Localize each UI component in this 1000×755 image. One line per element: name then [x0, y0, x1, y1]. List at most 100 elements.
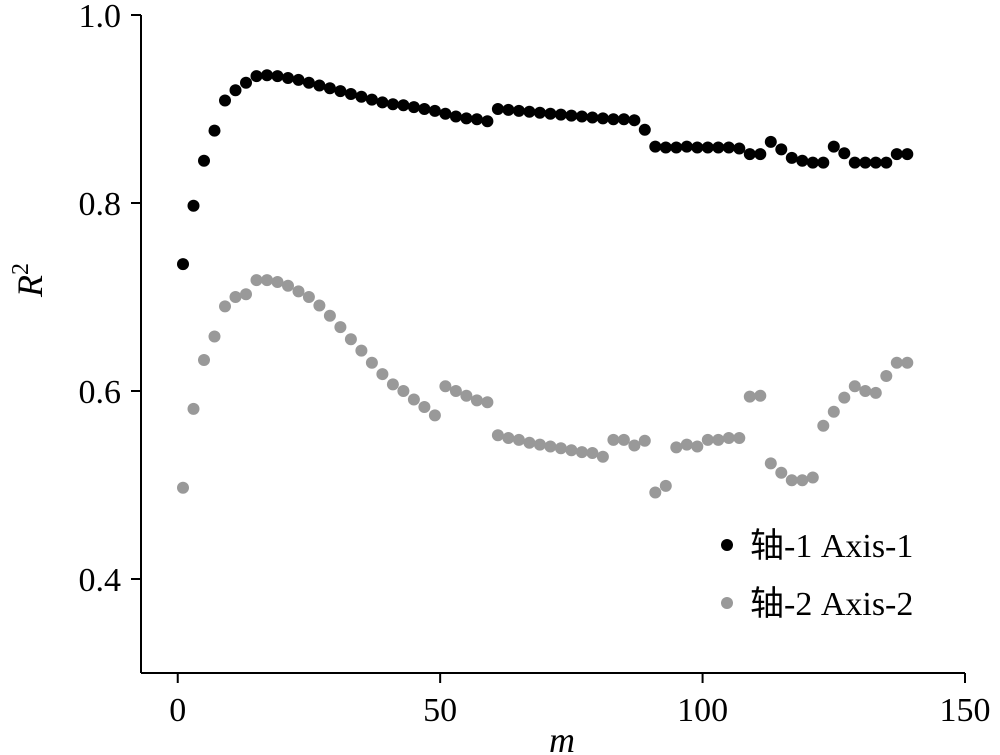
series-2-point[interactable]: [302, 291, 315, 303]
series-1-point[interactable]: [733, 142, 746, 155]
series-2-point[interactable]: [680, 438, 693, 451]
series-2-point[interactable]: [187, 402, 200, 415]
series-2-point[interactable]: [439, 380, 452, 393]
series-1-point[interactable]: [575, 110, 588, 123]
series-1-point[interactable]: [418, 103, 431, 115]
series-1-point[interactable]: [208, 124, 221, 137]
series-1-point[interactable]: [838, 147, 851, 160]
series-2-point[interactable]: [596, 450, 609, 463]
series-2-point[interactable]: [313, 299, 326, 312]
series-1-point[interactable]: [827, 140, 840, 153]
series-2-point[interactable]: [240, 288, 252, 301]
series-1-point[interactable]: [491, 103, 504, 115]
series-1-point[interactable]: [775, 143, 788, 156]
series-1-point[interactable]: [470, 113, 483, 126]
series-2-point[interactable]: [177, 481, 189, 494]
series-1-point[interactable]: [481, 115, 494, 128]
series-2-point[interactable]: [397, 385, 410, 397]
series-2-point[interactable]: [208, 330, 221, 343]
series-1-point[interactable]: [376, 96, 389, 109]
series-1-point[interactable]: [386, 98, 399, 111]
series-1-point[interactable]: [271, 70, 284, 83]
series-1-point[interactable]: [890, 148, 903, 161]
series-2-point[interactable]: [607, 433, 620, 446]
series-2-point[interactable]: [712, 433, 725, 446]
series-1-point[interactable]: [680, 140, 693, 153]
series-2-point[interactable]: [880, 370, 893, 382]
series-1-point[interactable]: [407, 101, 420, 114]
series-2-point[interactable]: [544, 440, 557, 453]
series-1-point[interactable]: [554, 108, 567, 121]
series-2-point[interactable]: [428, 409, 441, 422]
series-1-point[interactable]: [187, 199, 200, 212]
series-2-point[interactable]: [355, 344, 368, 357]
series-2-point[interactable]: [796, 474, 809, 487]
series-2-point[interactable]: [659, 479, 672, 492]
series-1-point[interactable]: [261, 69, 273, 82]
series-1-point[interactable]: [817, 156, 830, 169]
series-1-point[interactable]: [219, 94, 231, 107]
series-1-point[interactable]: [649, 140, 662, 153]
series-1-point[interactable]: [754, 148, 767, 161]
series-2-point[interactable]: [838, 391, 851, 404]
series-2-point[interactable]: [722, 432, 735, 444]
series-2-point[interactable]: [817, 419, 830, 432]
series-2-point[interactable]: [481, 396, 494, 409]
series-2-point[interactable]: [617, 433, 630, 446]
series-1-point[interactable]: [859, 156, 872, 169]
series-2-point[interactable]: [271, 276, 284, 288]
series-2-point[interactable]: [365, 356, 378, 369]
series-1-point[interactable]: [712, 141, 725, 154]
series-2-point[interactable]: [261, 274, 273, 287]
series-2-point[interactable]: [502, 432, 515, 444]
series-1-point[interactable]: [240, 76, 252, 89]
series-2-point[interactable]: [292, 285, 305, 298]
series-1-point[interactable]: [848, 156, 861, 169]
series-1-point[interactable]: [743, 148, 756, 161]
series-2-point[interactable]: [470, 394, 483, 407]
series-2-point[interactable]: [334, 321, 347, 334]
series-1-point[interactable]: [701, 141, 714, 154]
series-2-point[interactable]: [376, 368, 389, 381]
series-2-point[interactable]: [386, 378, 399, 391]
series-1-point[interactable]: [512, 104, 525, 117]
series-1-point[interactable]: [901, 148, 914, 161]
series-2-point[interactable]: [890, 356, 903, 369]
series-1-point[interactable]: [365, 93, 378, 106]
series-2-point[interactable]: [282, 279, 294, 292]
series-1-point[interactable]: [177, 258, 189, 271]
series-1-point[interactable]: [355, 90, 368, 103]
series-2-point[interactable]: [733, 432, 746, 444]
series-2-point[interactable]: [565, 444, 578, 457]
series-2-point[interactable]: [764, 457, 777, 470]
series-2-point[interactable]: [229, 291, 242, 303]
series-1-point[interactable]: [523, 105, 536, 118]
series-2-point[interactable]: [219, 300, 231, 313]
series-1-point[interactable]: [628, 114, 641, 127]
series-1-point[interactable]: [565, 109, 578, 122]
series-1-point[interactable]: [659, 141, 672, 154]
series-2-point[interactable]: [691, 440, 704, 453]
series-1-point[interactable]: [586, 111, 599, 124]
series-1-point[interactable]: [323, 82, 336, 95]
series-2-point[interactable]: [638, 434, 651, 447]
series-1-point[interactable]: [502, 103, 515, 116]
series-1-point[interactable]: [691, 141, 704, 154]
series-1-point[interactable]: [880, 156, 893, 169]
series-1-point[interactable]: [764, 135, 777, 148]
series-2-point[interactable]: [575, 446, 588, 459]
legend-item-axis-2[interactable]: 轴-2 Axis-2: [721, 585, 913, 623]
series-1-point[interactable]: [617, 113, 630, 126]
series-1-point[interactable]: [670, 141, 683, 154]
series-2-point[interactable]: [806, 471, 819, 484]
series-2-point[interactable]: [449, 385, 462, 397]
series-2-point[interactable]: [407, 393, 420, 406]
series-2-point[interactable]: [460, 389, 473, 402]
series-1-point[interactable]: [250, 70, 263, 83]
series-1-point[interactable]: [313, 79, 326, 92]
series-1-point[interactable]: [449, 110, 462, 123]
series-1-point[interactable]: [460, 112, 473, 125]
series-1-point[interactable]: [334, 85, 347, 98]
series-1-point[interactable]: [198, 154, 210, 167]
series-2-point[interactable]: [198, 354, 210, 366]
